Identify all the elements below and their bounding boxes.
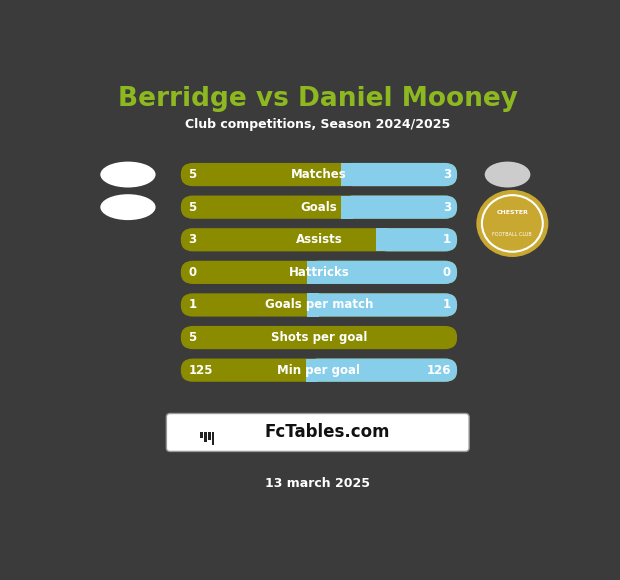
Text: 3: 3: [188, 233, 197, 246]
Bar: [306, 358, 319, 382]
Text: 5: 5: [188, 168, 197, 181]
Bar: [204, 433, 206, 443]
Bar: [307, 261, 319, 284]
Text: 5: 5: [188, 201, 197, 213]
FancyBboxPatch shape: [181, 293, 457, 317]
Ellipse shape: [485, 162, 530, 187]
FancyBboxPatch shape: [181, 326, 457, 349]
Ellipse shape: [100, 194, 156, 220]
Text: Goals per match: Goals per match: [265, 299, 373, 311]
Text: FcTables.com: FcTables.com: [265, 423, 390, 441]
Text: 5: 5: [188, 331, 197, 344]
Text: 1: 1: [188, 299, 197, 311]
FancyBboxPatch shape: [342, 195, 457, 219]
Text: FOOTBALL CLUB: FOOTBALL CLUB: [492, 232, 532, 237]
Text: Min per goal: Min per goal: [278, 364, 360, 376]
Text: Matches: Matches: [291, 168, 347, 181]
Text: Berridge vs Daniel Mooney: Berridge vs Daniel Mooney: [118, 86, 518, 111]
Text: 3: 3: [443, 201, 451, 213]
Text: Assists: Assists: [296, 233, 342, 246]
Text: 125: 125: [188, 364, 213, 376]
Text: Goals: Goals: [301, 201, 337, 213]
Bar: [200, 433, 203, 438]
Text: 0: 0: [443, 266, 451, 279]
Ellipse shape: [100, 162, 156, 187]
FancyBboxPatch shape: [376, 228, 457, 251]
FancyBboxPatch shape: [307, 261, 457, 284]
Text: Hattricks: Hattricks: [288, 266, 349, 279]
FancyBboxPatch shape: [307, 293, 457, 317]
Text: 126: 126: [427, 364, 451, 376]
FancyBboxPatch shape: [342, 163, 457, 186]
FancyBboxPatch shape: [181, 261, 457, 284]
FancyBboxPatch shape: [181, 163, 457, 186]
Text: 3: 3: [443, 168, 451, 181]
Circle shape: [478, 191, 547, 256]
Bar: [208, 433, 211, 440]
Bar: [307, 293, 319, 317]
Bar: [211, 433, 215, 445]
FancyBboxPatch shape: [181, 358, 457, 382]
Text: Club competitions, Season 2024/2025: Club competitions, Season 2024/2025: [185, 118, 450, 130]
FancyBboxPatch shape: [306, 358, 457, 382]
Text: 0: 0: [188, 266, 197, 279]
Text: 13 march 2025: 13 march 2025: [265, 477, 370, 490]
FancyBboxPatch shape: [181, 228, 457, 251]
Bar: [342, 195, 353, 219]
Bar: [342, 163, 353, 186]
Text: 1: 1: [443, 299, 451, 311]
Text: Shots per goal: Shots per goal: [271, 331, 367, 344]
Text: 1: 1: [443, 233, 451, 246]
Text: CHESTER: CHESTER: [497, 210, 528, 215]
FancyBboxPatch shape: [166, 414, 469, 451]
FancyBboxPatch shape: [181, 195, 457, 219]
Bar: [376, 228, 388, 251]
